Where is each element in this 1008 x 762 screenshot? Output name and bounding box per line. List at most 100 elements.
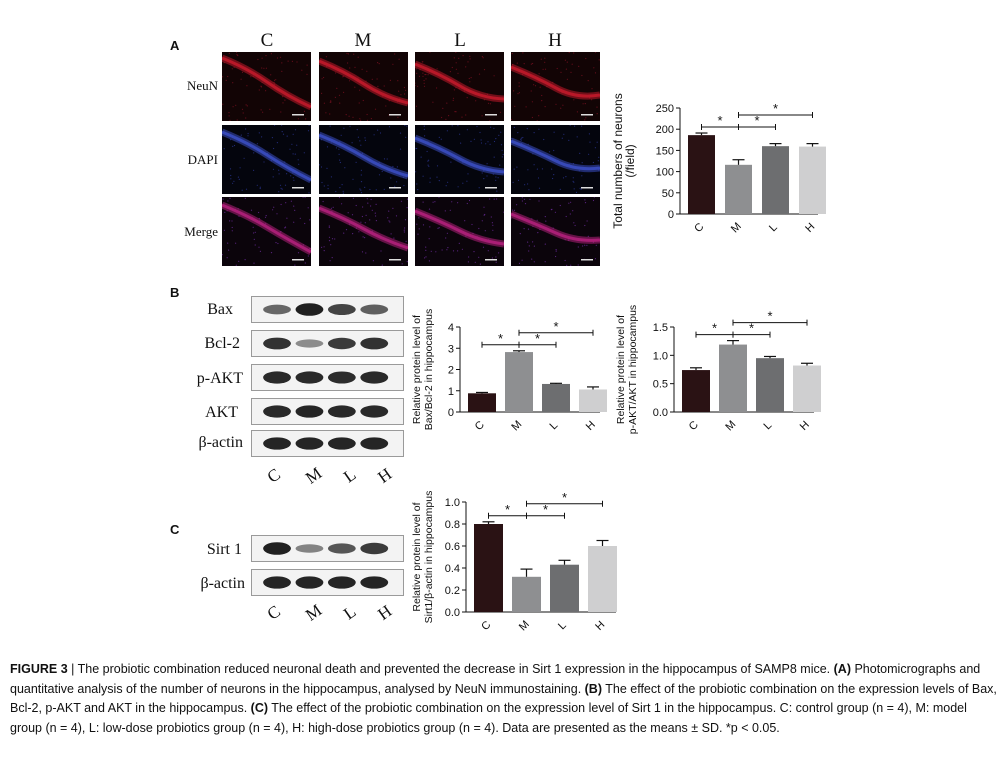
error-bar-H [596,539,609,546]
significance-star: * [749,321,754,336]
x-tick-label: H [798,419,812,433]
caption-text-2: Photomicrographs and quantitative analys… [10,662,981,696]
lane-c-c: C [263,601,284,624]
panel-a-col-m: M [354,30,372,51]
micrograph-r1-c2 [415,125,504,194]
micrograph-r1-c0 [222,125,311,194]
bar-H [588,546,617,612]
y-tick-label: 0.0 [653,407,668,419]
bar-L [550,564,579,612]
y-tick-label: 1.5 [653,322,668,334]
y-tick-label: 250 [656,103,674,115]
error-bar-C [476,391,488,394]
blot-bcl2 [251,330,404,357]
blot-label-bax: Bax [207,301,233,318]
significance-star: * [553,319,558,334]
significance-star: * [717,113,722,128]
caption-tag-b: (B) [584,681,602,696]
bar-M [719,344,747,412]
y-axis-label: Total numbers of neurons [611,93,625,228]
significance-star: * [767,309,772,324]
x-tick-label: C [687,419,701,433]
significance-bracket: * [481,331,520,348]
caption-text-4: The effect of the probiotic combination … [10,701,967,735]
bar-C [688,135,715,214]
bar-C [468,393,496,412]
panel-a-row-neun: NeuN [186,78,218,93]
y-tick-label: 50 [662,188,674,200]
micrograph-r2-c0 [222,197,311,266]
blot-label-bcl2: Bcl-2 [204,335,240,352]
y-tick-label: 4 [448,322,454,334]
panel-b-letter: B [170,285,180,300]
y-tick-label: 0 [668,209,674,221]
x-tick-label: L [767,221,780,234]
bar-M [725,164,752,214]
significance-bracket: * [701,113,739,131]
figure-caption: FIGURE 3 | The probiotic combination red… [10,660,1000,738]
y-tick-label: 2 [448,365,454,377]
significance-star: * [498,331,503,346]
panel-a-row-dapi: DAPI [187,152,218,167]
significance-star: * [712,321,717,336]
panel-a-col-c: C [260,30,274,51]
blot-akt [251,398,404,425]
micrograph-r0-c2 [415,52,504,121]
y-axis-label: Relative protein level of [411,315,423,424]
lane-c-h: H [374,601,396,624]
error-bar-L [558,559,571,565]
micrograph-r2-c3 [511,197,600,266]
lane-b-l: L [340,464,360,487]
panel-a-letter: A [170,38,180,53]
significance-star: * [505,502,510,517]
y-axis-label: Bax/Bcl-2 in hippocampus [423,309,435,430]
caption-text-3: The effect of the probiotic combination … [10,681,997,716]
error-bar-L [769,143,782,147]
y-tick-label: 0.2 [445,585,460,597]
x-tick-label: L [556,619,569,632]
significance-bracket: * [738,101,813,119]
y-tick-label: 200 [656,124,674,136]
blot-bactin-c [251,569,404,596]
chart-bax-bcl2: 0 1 2 3 4 Relative protein level of Bax/Bcl-2 … [408,305,613,475]
caption-tag-c: (C) [250,701,269,715]
bar-C [682,370,710,412]
y-tick-label: 1.0 [445,497,460,509]
blot-pakt [251,364,404,391]
error-bar-M [732,159,745,165]
significance-bracket: * [526,490,603,507]
y-tick-label: 0 [448,407,454,419]
significance-bracket: * [518,319,594,336]
lane-b-m: M [302,463,326,488]
y-axis-label: p-AKT/AKT in hippocampus [627,305,639,434]
lane-b-h: H [374,464,396,487]
bar-M [512,576,541,612]
chart-pakt-akt: 0.0 0.5 1.0 1.5 Relative protein level of p-A… [612,305,827,475]
y-tick-label: 1.0 [653,350,668,362]
error-bar-M [513,350,525,353]
x-tick-label: M [729,220,744,235]
error-bar-L [764,355,776,359]
significance-star: * [535,331,540,346]
bar-L [762,146,789,214]
blot-bactin-b [251,430,404,457]
y-tick-label: 150 [656,145,674,157]
blot-sirt1 [251,535,404,562]
significance-star: * [754,113,759,128]
panel-a-col-l: L [454,30,466,51]
error-bar-H [806,143,819,147]
x-tick-label: M [517,618,532,633]
y-axis-label: Relative protein level of [615,315,627,424]
significance-bracket: * [695,321,734,338]
bar-M [505,352,533,412]
bar-H [799,146,826,214]
y-tick-label: 0.0 [445,607,460,619]
error-bar-H [801,362,813,366]
panel-a-col-h: H [548,30,562,51]
x-tick-label: H [584,419,598,433]
error-bar-M [727,339,739,345]
significance-bracket: * [738,113,776,131]
significance-bracket: * [732,321,771,338]
error-bar-H [587,386,599,390]
significance-star: * [543,502,548,517]
